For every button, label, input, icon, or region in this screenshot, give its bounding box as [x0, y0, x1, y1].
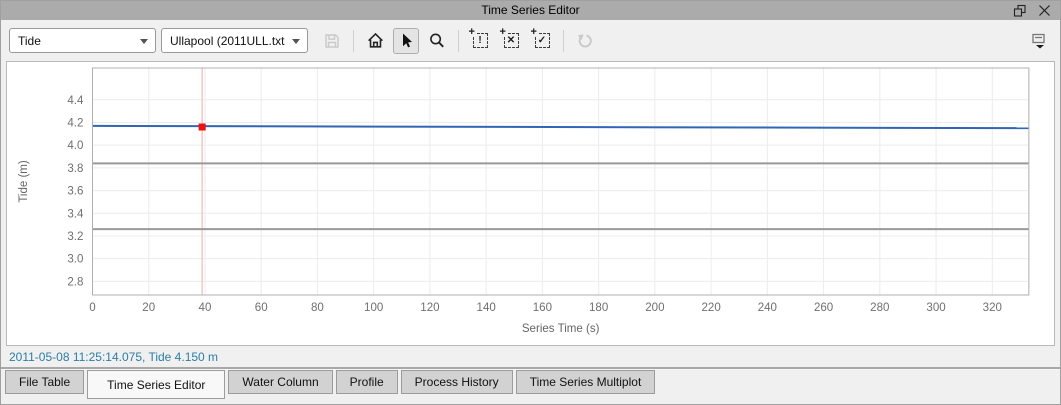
x-tick-label: 200	[645, 302, 664, 314]
chevron-down-icon	[292, 39, 300, 44]
tab-time-series-editor[interactable]: Time Series Editor	[87, 370, 226, 399]
select-check-icon: + ✓	[529, 27, 550, 48]
panel-divider	[1, 367, 1060, 370]
float-icon	[1013, 4, 1026, 17]
series-tide-line	[92, 124, 1029, 130]
toolbar-separator	[458, 29, 459, 52]
selected-point-marker[interactable]	[198, 123, 206, 131]
x-tick-label: 100	[364, 302, 383, 314]
plus-glyph: +	[498, 26, 507, 38]
plot-options-button[interactable]	[1026, 27, 1052, 55]
timeseries-plot-area[interactable]: 0 20 40 60 80 100 120 140 160 180 200 220 240 260 280 3…	[7, 62, 1054, 345]
home-icon	[367, 32, 383, 48]
x-tick-label: 20	[142, 302, 155, 314]
zoom-icon	[430, 33, 444, 47]
select-flag-button[interactable]: + !	[467, 27, 493, 54]
zoom-tool-button[interactable]	[424, 28, 450, 54]
window-title: Time Series Editor	[481, 3, 580, 17]
y-tick-label: 4.0	[67, 140, 83, 152]
undo-icon	[577, 33, 592, 47]
exclaim-glyph: !	[478, 35, 482, 46]
window-controls	[1012, 3, 1060, 19]
plot-options-icon	[1032, 33, 1045, 48]
check-glyph: ✓	[537, 35, 547, 46]
x-tick-label: 320	[983, 302, 1002, 314]
toolbar-separator	[353, 29, 354, 52]
chart-panel: 0 20 40 60 80 100 120 140 160 180 200 220 240 260 280 3…	[6, 61, 1055, 346]
home-button[interactable]	[362, 28, 388, 54]
close-window-button[interactable]	[1036, 3, 1052, 19]
y-tick-label: 3.2	[67, 231, 83, 243]
select-accept-button[interactable]: + ✓	[529, 27, 555, 54]
float-window-button[interactable]	[1012, 3, 1028, 19]
series-combobox[interactable]: Tide	[9, 28, 156, 53]
x-tick-label: 300	[926, 302, 945, 314]
x-tick-label: 260	[814, 302, 833, 314]
x-tick-label: 140	[477, 302, 496, 314]
x-tick-label: 180	[589, 302, 608, 314]
save-button[interactable]	[319, 28, 345, 54]
x-tick-label: 240	[758, 302, 777, 314]
pointer-tool-button[interactable]	[393, 27, 419, 54]
y-tick-label: 4.4	[67, 95, 84, 107]
tabs-bar: File Table Time Series Editor Water Column…	[1, 370, 1060, 404]
x-tick-label: 60	[255, 302, 268, 314]
undo-button[interactable]	[572, 28, 598, 54]
status-bar: 2011-05-08 11:25:14.075, Tide 4.150 m	[1, 346, 1060, 367]
select-exclaim-icon: + !	[467, 27, 488, 48]
x-tick-label: 160	[533, 302, 552, 314]
tab-time-series-multiplot[interactable]: Time Series Multiplot	[515, 370, 656, 394]
x-tick-label: 220	[701, 302, 720, 314]
series-combobox-value: Tide	[18, 33, 41, 48]
x-tick-label: 40	[199, 302, 212, 314]
x-tick-label: 120	[420, 302, 439, 314]
x-tick-label: 280	[870, 302, 889, 314]
y-tick-label: 3.8	[67, 163, 83, 175]
y-tick-label: 3.6	[67, 186, 83, 198]
close-icon	[1038, 5, 1050, 16]
plot-background	[92, 68, 1029, 295]
titlebar[interactable]: Time Series Editor	[1, 1, 1060, 20]
plus-glyph: +	[467, 26, 476, 38]
plot-border	[91, 67, 1030, 296]
tab-profile[interactable]: Profile	[335, 370, 398, 394]
cursor-status-text: 2011-05-08 11:25:14.075, Tide 4.150 m	[9, 349, 219, 364]
file-combobox-value: Ullapool (2011ULL.txt	[170, 33, 285, 48]
select-remove-icon: + ✕	[498, 27, 519, 48]
plus-glyph: +	[529, 26, 538, 38]
y-tick-label: 4.2	[67, 118, 83, 130]
toolbar: Tide Ullapool (2011ULL.txt	[1, 20, 1060, 61]
save-icon	[325, 33, 339, 48]
toolbar-separator	[563, 29, 564, 52]
tab-water-column[interactable]: Water Column	[228, 370, 333, 394]
y-axis-title: Tide (m)	[18, 160, 30, 202]
x-axis-title: Series Time (s)	[522, 323, 600, 335]
y-tick-label: 2.8	[67, 276, 83, 288]
x-tick-label: 0	[89, 302, 95, 314]
tab-file-table[interactable]: File Table	[5, 370, 85, 394]
x-tick-label: 80	[311, 302, 324, 314]
y-tick-label: 3.4	[67, 208, 84, 220]
y-tick-label: 3.0	[67, 254, 83, 266]
file-combobox[interactable]: Ullapool (2011ULL.txt	[161, 28, 308, 53]
remove-glyph: ✕	[506, 35, 516, 46]
select-remove-button[interactable]: + ✕	[498, 27, 524, 54]
cursor-icon	[402, 33, 412, 48]
chevron-down-icon	[140, 39, 148, 44]
tab-process-history[interactable]: Process History	[400, 370, 513, 394]
